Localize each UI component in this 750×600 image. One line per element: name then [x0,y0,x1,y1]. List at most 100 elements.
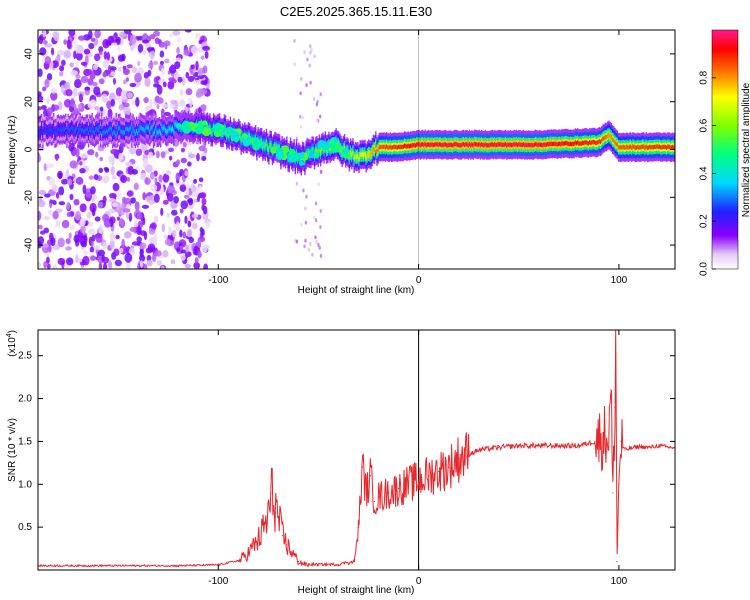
ridge-cell [59,128,61,133]
ridge-cell [641,144,644,149]
ridge-blob [188,121,194,127]
noise-speckle [146,47,155,52]
noise-speckle [97,201,104,209]
noise-speckle [162,249,169,258]
ridge-cell [349,150,352,155]
noise-speckle [64,82,69,90]
noise-speckle [160,207,164,217]
ridge-cell [486,143,489,148]
ridge-cell [519,142,521,147]
ridge-cell [489,142,491,148]
snr-point [337,565,340,567]
noise-speckle [299,91,302,96]
snr-point [285,543,287,545]
ridge-cell [459,143,461,148]
ridge-cell [572,141,574,147]
noise-speckle [146,259,153,267]
ridge-cell [358,156,360,162]
noise-speckle [162,81,167,88]
noise-speckle [309,241,312,246]
noise-speckle [135,148,143,156]
noise-speckle [129,82,137,88]
noise-speckle [180,147,186,153]
noise-speckle [46,96,50,105]
ridge-cell [645,144,647,149]
noise-speckle [150,184,158,192]
noise-speckle [144,177,151,185]
noise-speckle [195,60,199,71]
ridge-cell [170,127,173,132]
ridge-blob [313,152,320,159]
ridge-cell [447,143,449,148]
ridge-cell [476,142,478,147]
ridge-cell [420,142,423,147]
noise-speckle [129,34,137,45]
ridge-cell [275,144,277,150]
snr-point [307,565,310,567]
noise-speckle [164,42,168,50]
noise-speckle [177,76,183,83]
ridge-cell [83,129,85,134]
ridge-cell [616,142,619,147]
noise-speckle [159,50,165,58]
snr-point [257,539,259,541]
snr-point [448,466,450,468]
ridge-cell [640,145,643,150]
ridge-cell [610,135,613,140]
ridge-cell [45,129,48,134]
noise-speckle [46,256,50,264]
noise-speckle [73,234,80,243]
noise-speckle [195,32,201,39]
ridge-cell [428,142,430,147]
noise-speckle [128,212,133,222]
noise-speckle [69,224,76,231]
ridge-cell [531,142,533,148]
ridge-cell [599,139,602,145]
noise-speckle [133,182,139,191]
ridge-cell [95,127,97,132]
ridge-cell [155,125,157,130]
noise-speckle [87,149,95,156]
noise-speckle [56,49,65,55]
noise-speckle [137,43,144,53]
ridge-cell [41,126,43,131]
noise-speckle [87,228,96,235]
noise-speckle [101,256,110,264]
noise-speckle [303,244,306,249]
snr-point [638,445,640,448]
noise-speckle [93,86,101,96]
ridge-cell [80,128,83,133]
noise-speckle [58,186,65,196]
noise-speckle [101,175,110,184]
noise-speckle [75,44,84,54]
ridge-cell [390,145,393,150]
noise-speckle [70,70,79,77]
noise-speckle [119,217,124,226]
noise-speckle [154,177,158,185]
ridge-cell [468,141,471,147]
ridge-blob [202,127,211,137]
ridge-cell [69,127,72,132]
ridge-cell [387,145,389,150]
ridge-cell [501,142,503,148]
ridge-cell [269,142,271,147]
noise-speckle [95,151,99,158]
ridge-blob [288,148,295,155]
noise-speckle [104,167,110,173]
noise-speckle [119,247,124,254]
noise-speckle [309,44,312,49]
ridge-cell [319,149,322,155]
ridge-cell [461,142,464,147]
noise-speckle [162,173,170,183]
ridge-blob [231,131,239,139]
colorbar-tick-label: 0.4 [699,166,710,180]
noise-speckle [88,42,95,50]
ridge-cell [257,139,259,144]
noise-speckle [200,55,205,60]
snr-point [615,325,616,326]
noise-speckle [65,246,72,251]
ridge-cell [613,138,615,143]
ridge-cell [128,127,131,132]
snr-point [357,526,360,528]
ridge-cell [209,125,211,130]
